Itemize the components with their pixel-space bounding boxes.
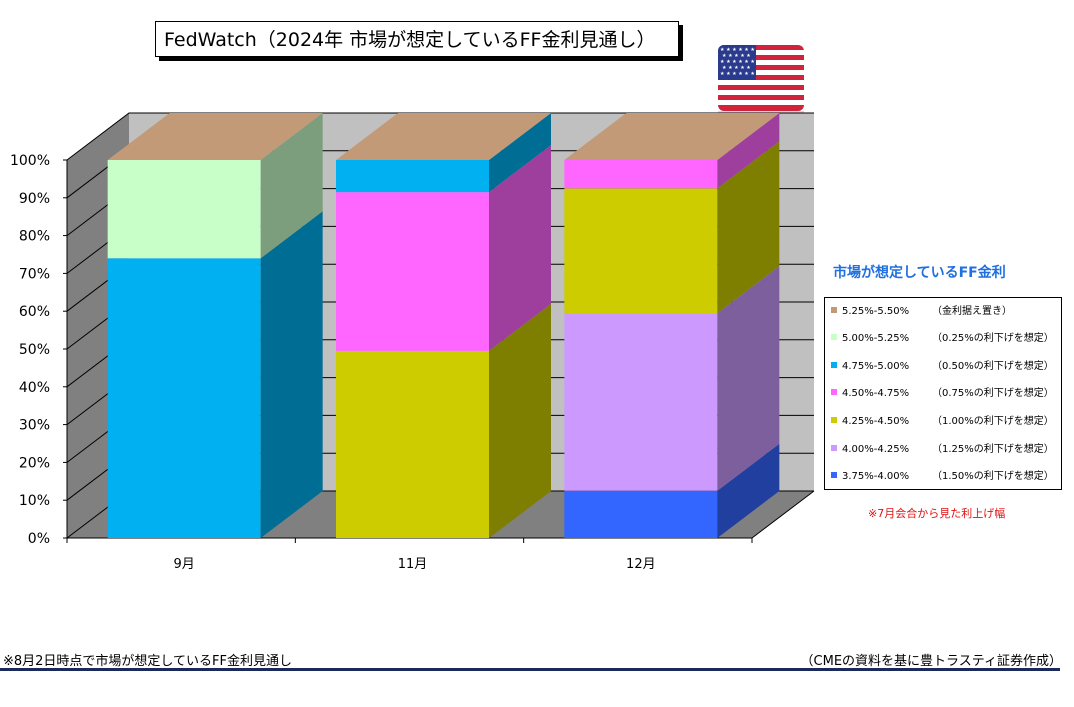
rate-note: ※7月会合から見た利上げ幅 xyxy=(868,507,1006,520)
svg-text:★ ★ ★ ★ ★ ★: ★ ★ ★ ★ ★ ★ xyxy=(720,71,755,77)
legend-item: 4.75%-5.00% （0.50%の利下げを想定） xyxy=(831,360,1054,374)
bar-segment-side xyxy=(717,266,780,491)
y-tick-label: 100% xyxy=(10,153,50,169)
x-tick-label: 12月 xyxy=(626,557,656,572)
bar-segment xyxy=(107,160,261,259)
svg-text:★ ★ ★ ★ ★ ★: ★ ★ ★ ★ ★ ★ xyxy=(720,59,755,65)
bar-segment xyxy=(336,192,489,351)
bar-segment-side xyxy=(717,113,780,189)
bar-segment xyxy=(564,188,718,314)
bar-segment-side xyxy=(717,443,780,538)
bar-segment xyxy=(564,313,718,491)
bar-segment-side xyxy=(260,113,323,259)
footer-divider xyxy=(0,668,1060,671)
x-tick-label: 9月 xyxy=(174,557,195,572)
y-tick-label: 50% xyxy=(19,342,50,358)
legend-swatch xyxy=(831,389,837,395)
footer-note: ※8月2日時点で市場が想定しているFF金利見通し xyxy=(3,654,292,669)
bar-top xyxy=(107,113,323,160)
legend-item: 3.75%-4.00% （1.50%の利下げを想定） xyxy=(831,470,1054,484)
bar-segment xyxy=(564,490,718,538)
bar-segment-side xyxy=(260,211,323,538)
bar-segment-side xyxy=(489,145,551,351)
svg-text:★ ★ ★ ★ ★: ★ ★ ★ ★ ★ xyxy=(722,53,751,59)
y-tick-label: 40% xyxy=(19,380,50,396)
bar-segment-side xyxy=(489,303,551,538)
legend-swatch xyxy=(831,445,837,451)
bar-segment xyxy=(564,160,718,189)
bar-segment-side xyxy=(489,113,551,193)
y-tick-label: 20% xyxy=(19,455,50,471)
bar-segment xyxy=(336,350,489,538)
legend-swatch xyxy=(831,307,837,313)
chart-title: FedWatch（2024年 市場が想定しているFF金利見通し） xyxy=(155,21,679,57)
x-tick-label: 11月 xyxy=(398,557,428,572)
svg-text:★ ★ ★ ★ ★: ★ ★ ★ ★ ★ xyxy=(722,65,751,71)
legend-item: 5.25%-5.50% （金利据え置き） xyxy=(831,305,1012,319)
legend-swatch xyxy=(831,362,837,368)
y-tick-label: 0% xyxy=(28,531,50,547)
y-tick-label: 90% xyxy=(19,191,50,207)
legend-swatch xyxy=(831,334,837,340)
y-tick-label: 60% xyxy=(19,304,50,320)
y-tick-label: 10% xyxy=(19,493,50,509)
floor-edge xyxy=(751,490,815,539)
legend-item: 4.00%-4.25% （1.25%の利下げを想定） xyxy=(831,443,1054,457)
y-tick-label: 30% xyxy=(19,418,50,434)
gridline xyxy=(66,112,814,161)
legend-item: 4.50%-4.75% （0.75%の利下げを想定） xyxy=(831,387,1054,401)
bar-top xyxy=(564,113,780,160)
legend-swatch xyxy=(831,472,837,478)
y-tick-label: 70% xyxy=(19,266,50,282)
legend: 5.25%-5.50% （金利据え置き） 5.00%-5.25% （0.25%の利下… xyxy=(824,297,1062,490)
bar-segment xyxy=(107,258,261,538)
legend-item: 5.00%-5.25% （0.25%の利下げを想定） xyxy=(831,332,1054,346)
bar-top xyxy=(336,113,551,160)
legend-swatch xyxy=(831,417,837,423)
bar-segment xyxy=(336,160,489,193)
legend-item: 4.25%-4.50% （1.00%の利下げを想定） xyxy=(831,415,1054,429)
source-credit: （CMEの資料を基に豊トラスティ証券作成） xyxy=(800,654,1062,669)
bar-segment-side xyxy=(717,141,780,314)
y-tick-label: 80% xyxy=(19,229,50,245)
svg-text:★ ★ ★ ★ ★ ★: ★ ★ ★ ★ ★ ★ xyxy=(720,47,755,53)
legend-title: 市場が想定しているFF金利 xyxy=(833,265,1006,281)
